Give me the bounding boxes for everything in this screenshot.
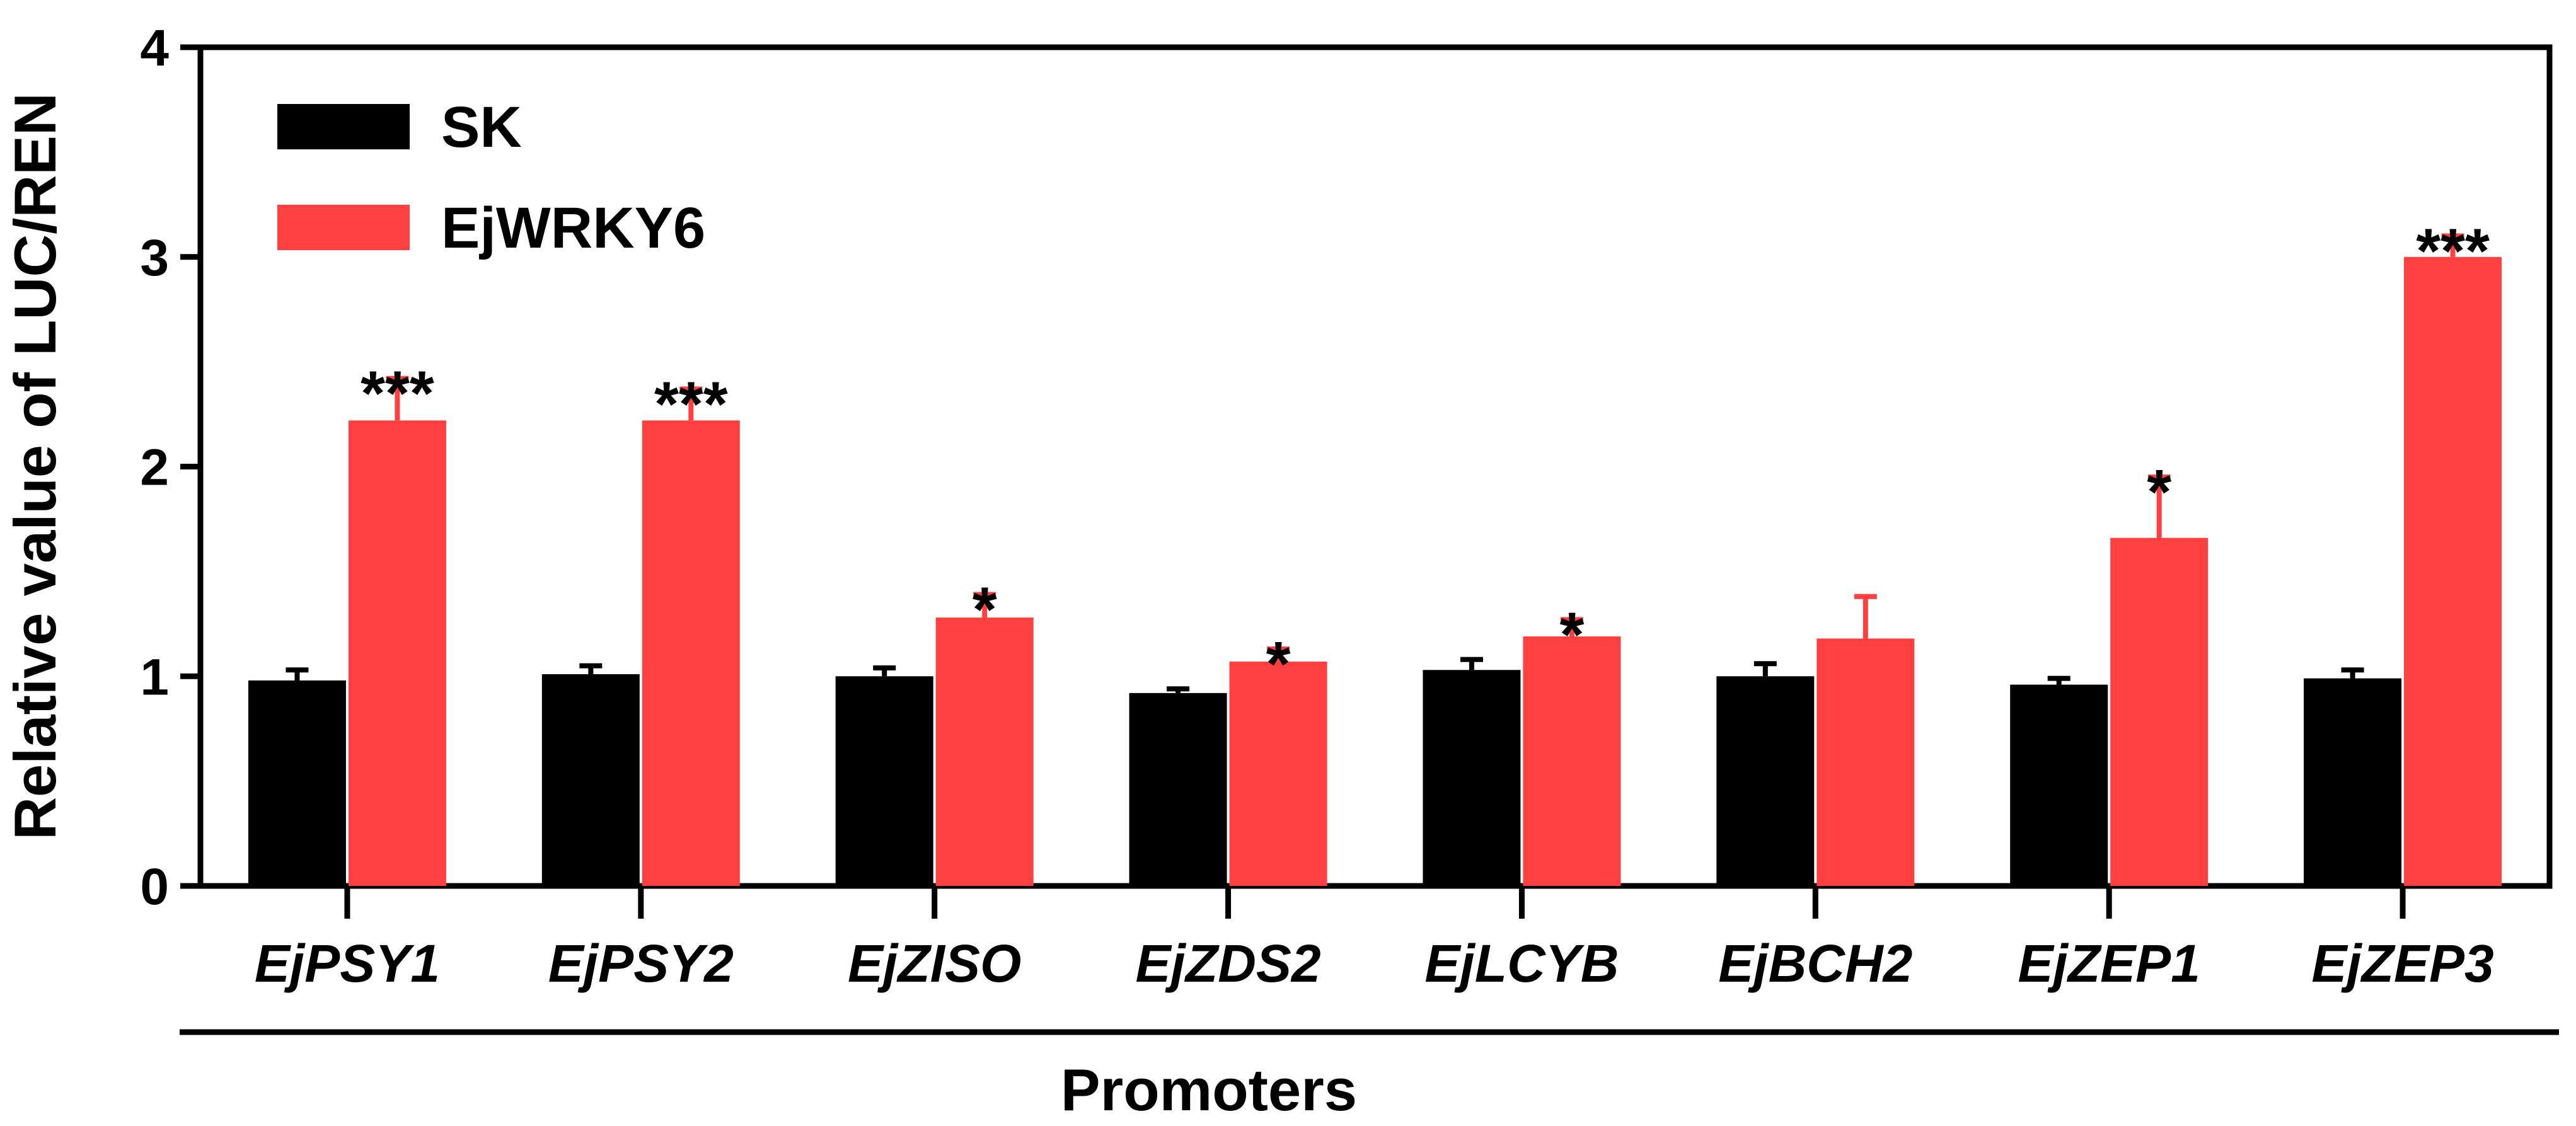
significance-label: * [1266,629,1291,699]
bar-ejwrky6-ejpsy1 [348,420,446,886]
bars: *** ***** ***** [248,215,2502,886]
x-tick-label: EjZEP3 [2311,934,2493,993]
x-axis-title: Promoters [1061,1057,1357,1123]
bar-sk-ejziso [835,676,933,886]
x-axis: EjPSY1 EjPSY2 EjZISO EjZDS2 EjLCYB EjBCH2 EjZE… [180,886,2559,1035]
legend: SK EjWRKY6 [277,95,705,260]
bar-sk-ejzep3 [2304,678,2402,886]
y-tick-label: 0 [140,858,169,916]
bar-sk-ejlcyb [1423,670,1521,886]
bar-sk-ejbch2 [1716,676,1815,886]
bar-ejwrky6-ejzep3 [2404,256,2502,886]
bar-sk-ejpsy2 [541,674,640,886]
y-tick-label: 4 [140,20,169,77]
x-tick-label: EjBCH2 [1718,934,1912,993]
x-tick-label: EjLCYB [1424,934,1619,993]
legend-label-ejwrky6: EjWRKY6 [441,196,705,260]
bar-sk-ejzds2 [1129,692,1227,886]
bar-ejwrky6-ejzds2 [1229,661,1327,886]
bar-ejwrky6-ejlcyb [1523,636,1621,886]
bar-sk-ejpsy1 [248,680,346,886]
legend-swatch-ejwrky6 [277,205,410,250]
significance-label: *** [654,369,728,439]
significance-label: *** [2416,215,2490,286]
y-tick-label: 3 [140,229,169,287]
y-tick-label: 2 [140,439,169,497]
y-tick-label: 1 [140,648,169,706]
bar-ejwrky6-ejzep1 [2110,537,2209,886]
bar-ejwrky6-ejziso [935,618,1034,886]
significance-label: * [973,574,997,645]
x-tick-label: EjZEP1 [2018,934,2200,993]
legend-label-sk: SK [441,95,522,159]
x-tick-label: EjZDS2 [1136,934,1321,993]
x-tick-label: EjPSY1 [255,934,440,993]
significance-label: *** [361,359,434,429]
significance-label: * [1559,599,1584,670]
bar-ejwrky6-ejbch2 [1816,638,1915,886]
y-axis-title: Relative value of LUC/REN [2,93,68,840]
significance-label: * [2147,457,2171,527]
y-axis: 0 1 2 3 4 [140,20,200,916]
x-tick-label: EjZISO [848,934,1021,993]
legend-swatch-sk [277,104,410,149]
x-tick-label: EjPSY2 [548,934,734,993]
bar-sk-ejzep1 [2010,684,2108,886]
bar-ejwrky6-ejpsy2 [642,420,740,886]
